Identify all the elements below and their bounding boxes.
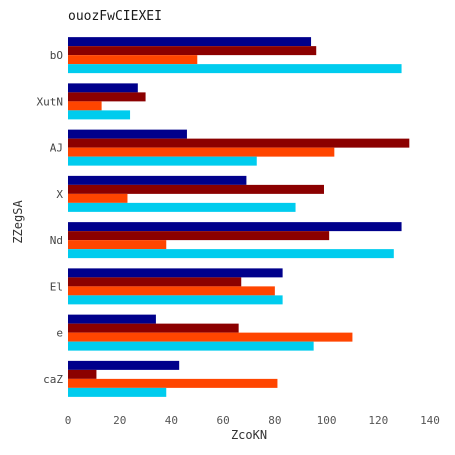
x-tick-label: 120 xyxy=(368,414,388,427)
y-tick-label: bO xyxy=(50,49,63,62)
bar-XutN-series-2 xyxy=(68,92,146,102)
x-tick-label: 60 xyxy=(217,414,230,427)
bars-layer xyxy=(68,37,410,397)
x-tick-label: 100 xyxy=(317,414,337,427)
bar-e-series-4 xyxy=(68,341,314,351)
bar-e-series-2 xyxy=(68,323,239,333)
x-tick-labels: 0 20 40 60 80 100 120 140 xyxy=(65,414,440,427)
y-axis-label: ZZegSA xyxy=(11,200,25,244)
bar-caZ-series-4 xyxy=(68,387,167,397)
bar-e-series-1 xyxy=(68,314,156,324)
bar-caZ-series-2 xyxy=(68,369,97,379)
bar-bO-series-1 xyxy=(68,37,312,47)
bar-X-series-4 xyxy=(68,202,296,212)
bar-e-series-3 xyxy=(68,332,353,342)
y-tick-label: e xyxy=(56,327,63,340)
x-axis-label: ZcoKN xyxy=(230,428,268,442)
y-tick-label: X xyxy=(56,188,63,201)
y-tick-label: Nd xyxy=(50,234,63,247)
bar-bO-series-4 xyxy=(68,64,402,74)
x-tick-label: 140 xyxy=(420,414,440,427)
bar-X-series-2 xyxy=(68,184,324,194)
bar-XutN-series-3 xyxy=(68,101,102,111)
bar-El-series-1 xyxy=(68,268,283,278)
bar-X-series-3 xyxy=(68,193,128,203)
x-tick-label: 0 xyxy=(65,414,72,427)
y-tick-label: XutN xyxy=(37,95,64,108)
bar-AJ-series-4 xyxy=(68,156,257,166)
bar-Nd-series-1 xyxy=(68,222,402,232)
bar-AJ-series-3 xyxy=(68,147,335,157)
x-tick-label: 80 xyxy=(268,414,281,427)
y-tick-label: El xyxy=(50,280,63,293)
y-tick-label: AJ xyxy=(50,142,63,155)
bar-caZ-series-1 xyxy=(68,360,180,370)
bar-Nd-series-2 xyxy=(68,231,330,241)
y-tick-label: caZ xyxy=(43,373,63,386)
bar-AJ-series-1 xyxy=(68,129,187,139)
bar-El-series-3 xyxy=(68,286,275,296)
bar-XutN-series-1 xyxy=(68,83,138,93)
bar-El-series-2 xyxy=(68,277,242,287)
bar-Nd-series-3 xyxy=(68,240,167,250)
bar-X-series-1 xyxy=(68,175,247,185)
x-tick-label: 20 xyxy=(113,414,126,427)
x-tick-label: 40 xyxy=(165,414,178,427)
bar-caZ-series-3 xyxy=(68,378,278,388)
bar-XutN-series-4 xyxy=(68,110,131,120)
y-tick-labels: bO XutN AJ X Nd El e caZ xyxy=(37,49,64,386)
bar-AJ-series-2 xyxy=(68,138,410,148)
bar-bO-series-2 xyxy=(68,46,317,56)
bar-bO-series-3 xyxy=(68,55,198,65)
bar-Nd-series-4 xyxy=(68,249,394,259)
bar-El-series-4 xyxy=(68,295,283,305)
chart-title: ouozFwCIEXEI xyxy=(68,9,162,24)
